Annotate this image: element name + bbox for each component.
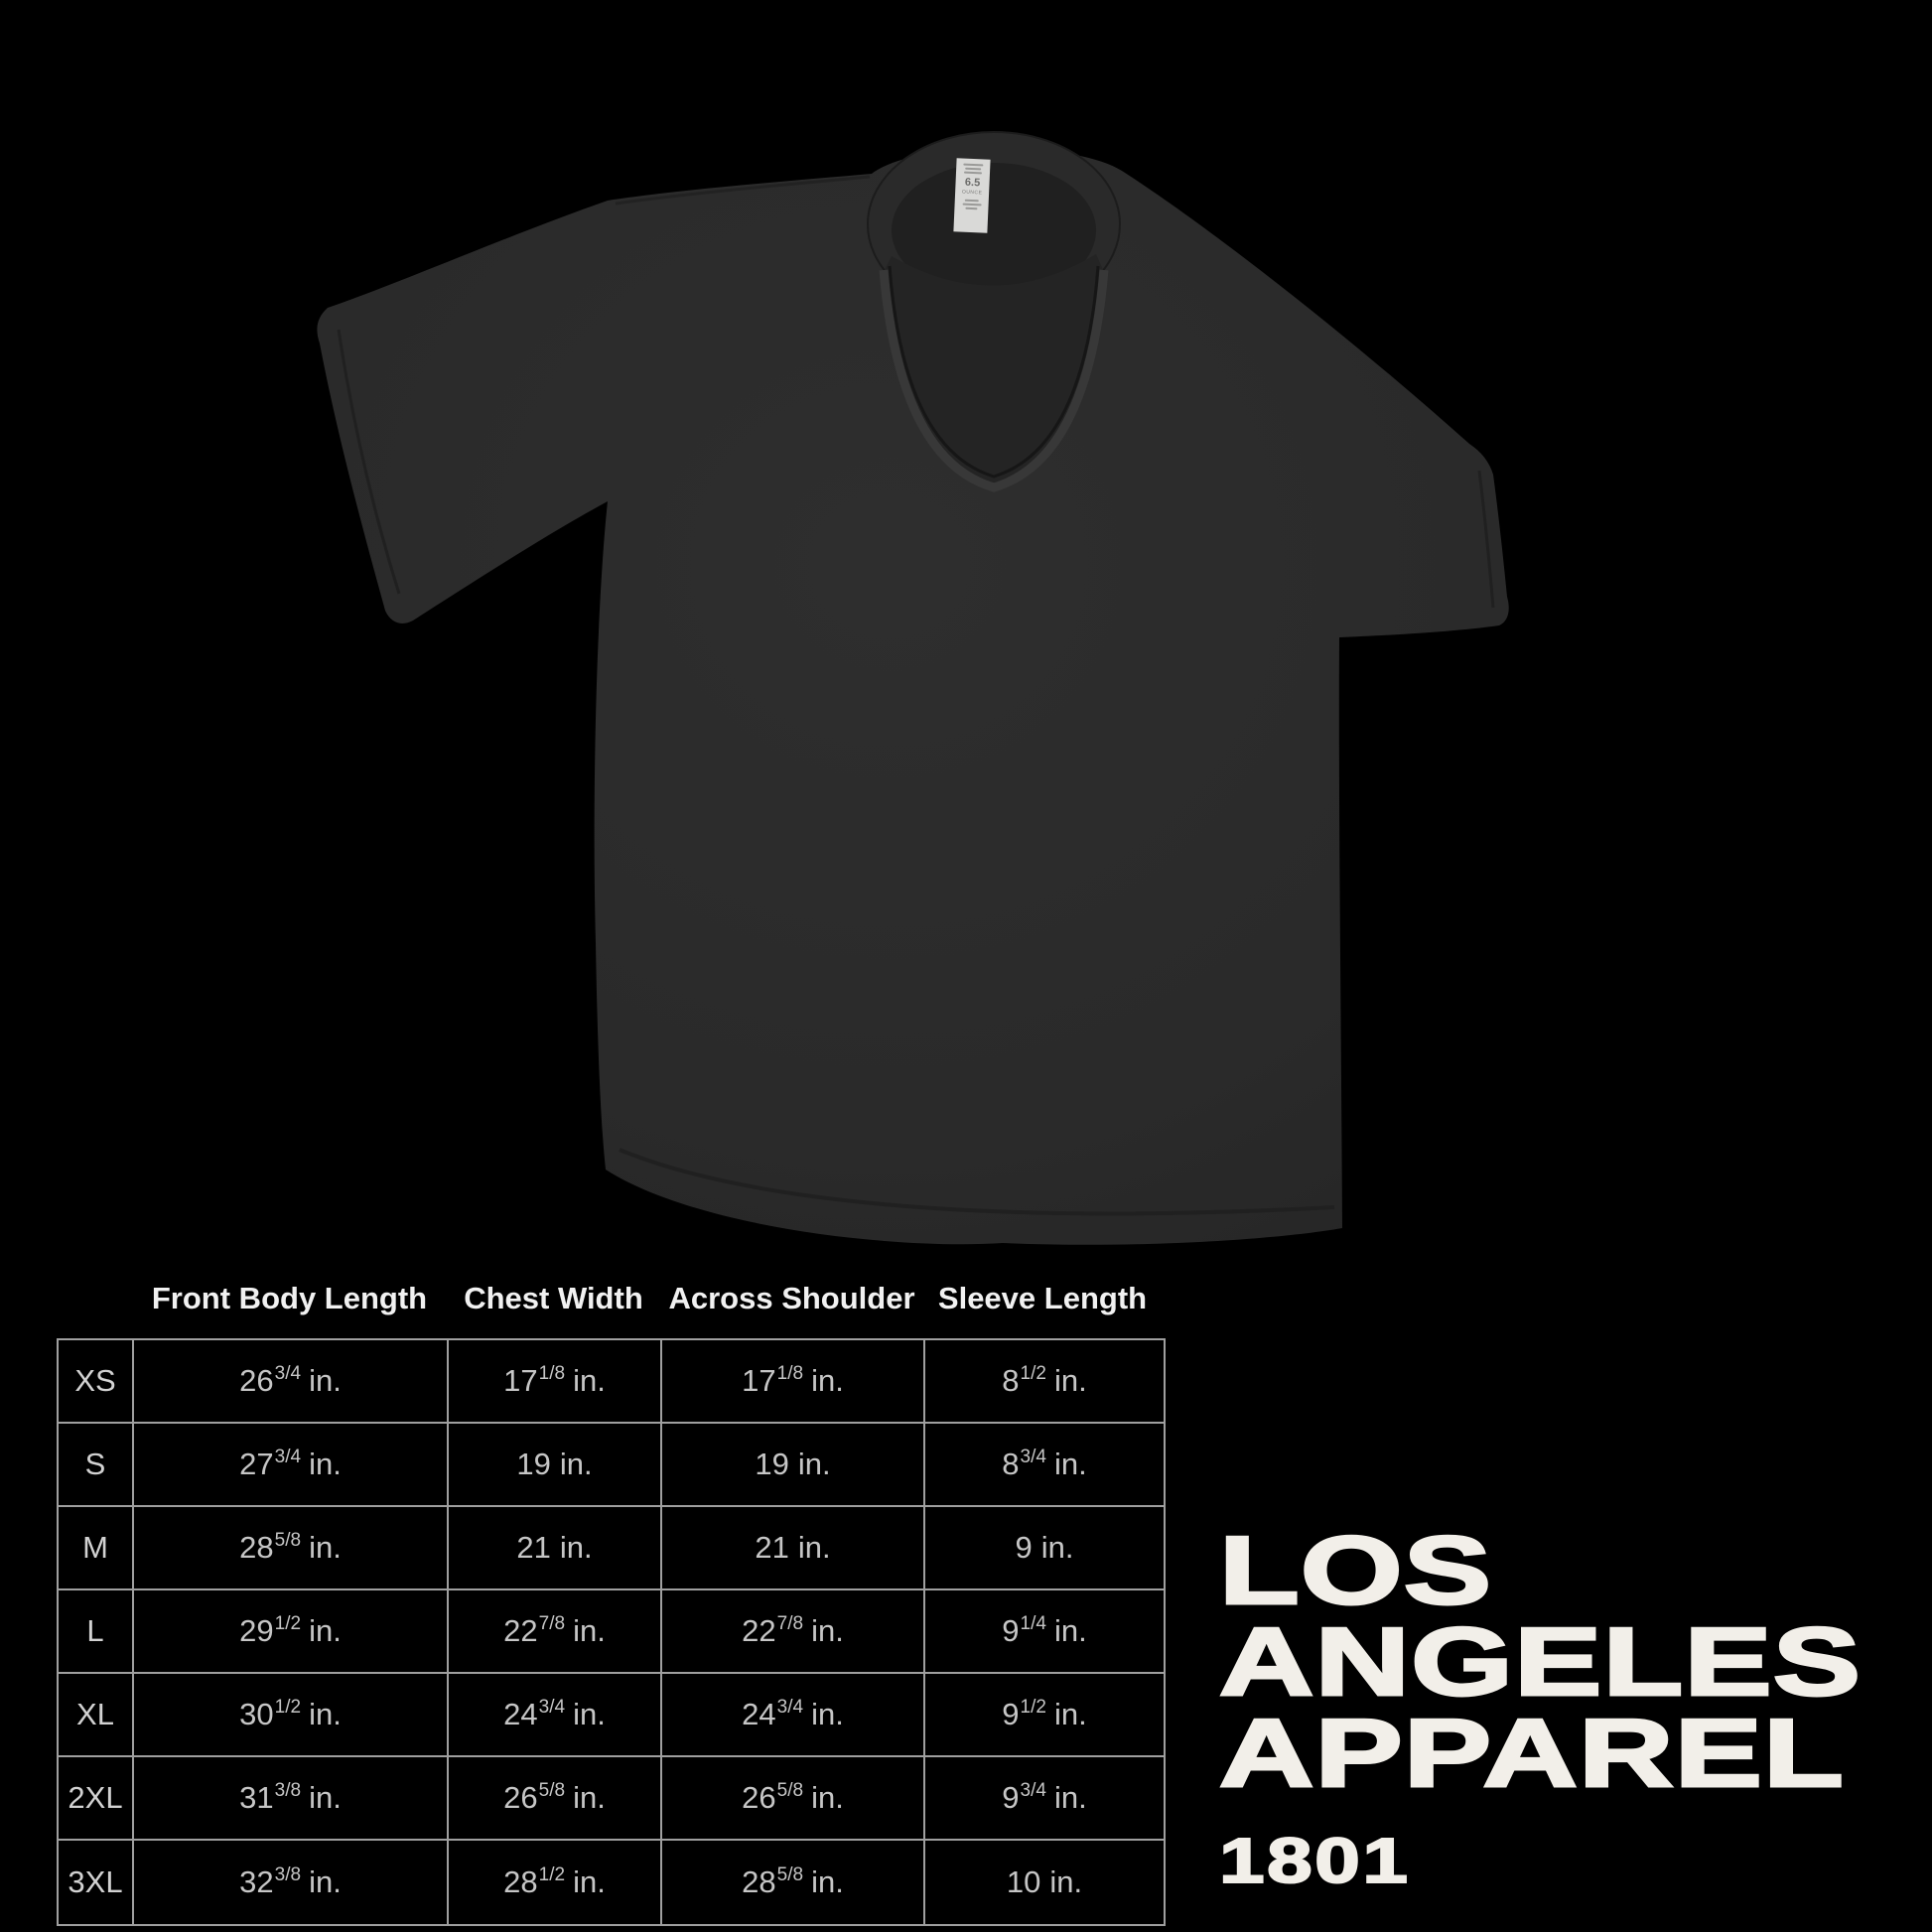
style-number: 1801 [1218,1825,1411,1896]
measurement-cell: 281/2 in. [449,1841,662,1924]
measurement-cell: 93/4 in. [925,1757,1164,1841]
label-unit-text: OUNCE [961,189,983,197]
measurement-cell: 91/4 in. [925,1590,1164,1674]
neck-label: 6.5 OUNCE [953,158,991,233]
measurement-cell: 21 in. [662,1507,925,1590]
measurement-cell: 285/8 in. [662,1841,925,1924]
column-header-sleeve-length: Sleeve Length [937,1281,1148,1315]
measurement-cell: 265/8 in. [449,1757,662,1841]
column-header-chest-width: Chest Width [464,1281,643,1315]
measurement-cell: 91/2 in. [925,1674,1164,1757]
label-text-line [963,163,984,167]
measurement-cell: 273/4 in. [134,1424,449,1507]
brand-wordmark: LOS ANGELES APPAREL 1801 [1217,1521,1863,1894]
measurement-cell: 243/4 in. [449,1674,662,1757]
measurement-cell: 21 in. [449,1507,662,1590]
measurement-cell: 171/8 in. [662,1340,925,1424]
tshirt-body [317,148,1509,1245]
size-label: XS [59,1340,134,1424]
column-header-front-body-length: Front Body Length [151,1281,428,1315]
neck-opening [892,163,1096,298]
measurement-cell: 243/4 in. [662,1674,925,1757]
size-chart-headers: Front Body Length Chest Width Across Sho… [57,1271,1162,1326]
measurement-cell: 313/8 in. [134,1757,449,1841]
brand-line-apparel: APPAREL [1217,1699,1846,1807]
label-text-line [965,207,978,210]
measurement-cell: 265/8 in. [662,1757,925,1841]
measurement-cell: 263/4 in. [134,1340,449,1424]
size-label: S [59,1424,134,1507]
column-header-across-shoulder: Across Shoulder [668,1281,915,1315]
right-sleeve-stitch [1477,470,1495,609]
hem-stitch [619,1148,1335,1216]
label-weight-text: 6.5 [964,176,981,190]
shoulder-seam [615,175,871,206]
neckline-rib [879,269,1109,492]
column-header-size-spacer [57,1271,132,1326]
measurement-cell: 10 in. [1006,1864,1083,1899]
label-text-line [963,171,983,175]
label-text-line [964,199,979,203]
inner-back-panel [884,254,1104,488]
measurement-cell: 227/8 in. [662,1590,925,1674]
measurement-cell: 171/8 in. [449,1340,662,1424]
measurement-cell: 83/4 in. [925,1424,1164,1507]
size-label: M [59,1507,134,1590]
measurement-cell: 323/8 in. [134,1841,449,1924]
brand-line-los: LOS [1217,1516,1493,1624]
measurement-cell: 19 in. [449,1424,662,1507]
label-text-line [962,203,982,207]
size-chart-table: XS 263/4 in. 171/8 in. 171/8 in. 81/2 in. S … [57,1338,1166,1926]
size-label: 2XL [59,1757,134,1841]
label-text-line [965,167,982,171]
measurement-cell: 81/2 in. [925,1340,1164,1424]
neckline-rib-shadow [888,265,1100,479]
measurement-cell: 301/2 in. [134,1674,449,1757]
size-label: 3XL [59,1841,134,1924]
measurement-cell: 291/2 in. [134,1590,449,1674]
size-label: XL [59,1674,134,1757]
measurement-cell: 19 in. [662,1424,925,1507]
measurement-cell: 9 in. [925,1507,1164,1590]
brand-line-angeles: ANGELES [1217,1607,1863,1716]
tshirt-image [317,131,1509,1245]
measurement-cell: 285/8 in. [134,1507,449,1590]
measurement-cell: 227/8 in. [449,1590,662,1674]
size-label: L [59,1590,134,1674]
left-sleeve-stitch [337,329,401,595]
